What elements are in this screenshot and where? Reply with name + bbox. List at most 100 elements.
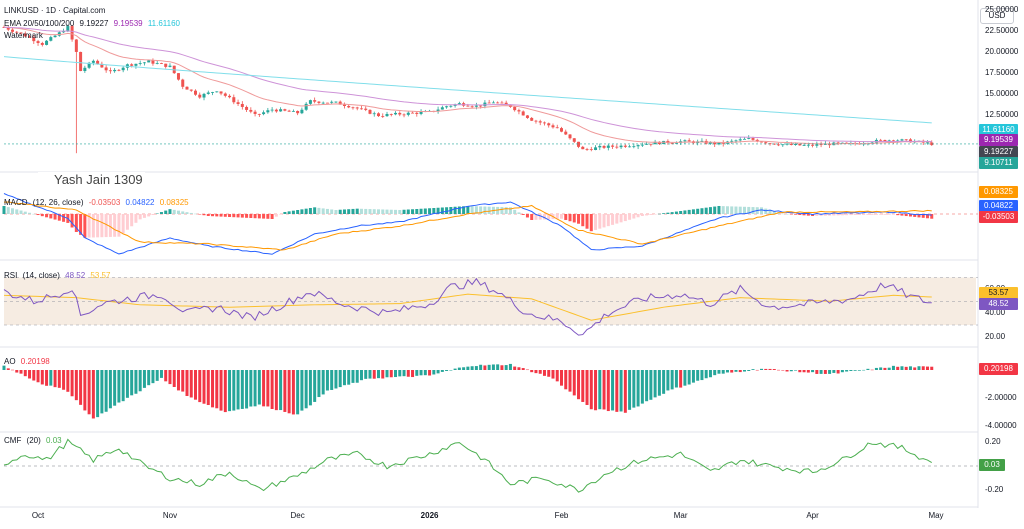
cmf-params: (20) <box>24 436 41 445</box>
ao-bar <box>768 368 772 370</box>
symbol-legend[interactable]: LINKUSD · 1D · Capital.com <box>4 6 108 15</box>
candle-body <box>594 147 598 151</box>
ao-bar <box>496 364 500 370</box>
candle-body <box>717 142 721 145</box>
macd-hist-bar <box>321 208 325 214</box>
rsi-legend[interactable]: RSI (14, close) 48.52 53.57 <box>4 271 113 280</box>
ao-bar <box>653 370 657 398</box>
watermark-legend[interactable]: Watermark <box>4 31 46 40</box>
candle-body <box>645 143 649 145</box>
candle-body <box>189 89 193 91</box>
macd-hist-bar <box>159 212 163 214</box>
watermark-text: Yash Jain 1309 <box>38 172 145 187</box>
macd-hist-bar <box>2 206 6 214</box>
macd-hist-bar <box>598 214 602 229</box>
candle-body <box>794 143 798 145</box>
candle-body <box>496 102 500 104</box>
ao-bar <box>151 370 155 384</box>
rsi-line <box>3 277 932 336</box>
ao-bar <box>500 365 504 370</box>
candle-body <box>155 63 159 64</box>
rsi-ma-value: 53.57 <box>90 271 111 280</box>
ao-bar <box>581 370 585 402</box>
macd-hist-bar <box>772 211 776 214</box>
macd-hist-bar <box>725 206 729 214</box>
macd-hist-bar <box>266 214 270 219</box>
ao-bar <box>351 370 355 383</box>
ao-bar <box>45 370 49 386</box>
macd-hist-bar <box>104 214 108 238</box>
ema-legend[interactable]: EMA 20/50/100/200 9.19227 9.19539 11.611… <box>4 19 183 28</box>
ao-bar <box>887 367 891 370</box>
macd-hist-bar <box>683 210 687 214</box>
candle-body <box>798 143 802 146</box>
ao-bar <box>904 366 908 370</box>
macd-hist-bar <box>45 214 49 218</box>
macd-hist-bar <box>389 209 393 214</box>
macd-hist-value: -0.03503 <box>88 198 121 207</box>
candle-body <box>896 140 900 142</box>
ao-bar <box>721 370 725 374</box>
ao-bar <box>211 370 215 408</box>
macd-legend[interactable]: MACD (12, 26, close) -0.03503 0.04822 0.… <box>4 198 192 207</box>
candle-body <box>398 112 402 115</box>
macd-hist-bar <box>36 214 40 216</box>
candle-body <box>300 109 304 114</box>
ao-bar <box>321 370 325 395</box>
ao-bar <box>819 370 823 374</box>
macd-hist-bar <box>891 214 895 215</box>
macd-hist-bar <box>155 213 159 214</box>
candle-body <box>470 106 474 108</box>
candle-body <box>513 106 517 111</box>
ao-bar <box>466 366 470 370</box>
macd-hist-bar <box>394 209 398 214</box>
macd-hist-bar <box>564 214 568 220</box>
macd-hist-bar <box>708 207 712 214</box>
ao-bar <box>32 370 36 381</box>
currency-button[interactable]: USD <box>980 8 1014 24</box>
macd-hist-bar <box>74 214 78 232</box>
macd-hist-bar <box>445 207 449 214</box>
candle-body <box>628 146 632 148</box>
macd-hist-bar <box>257 214 261 219</box>
ao-legend[interactable]: AO 0.20198 <box>4 357 53 366</box>
candle-body <box>632 146 636 148</box>
macd-hist-bar <box>781 213 785 215</box>
candle-body <box>202 93 206 98</box>
ao-bar <box>304 370 308 409</box>
ao-bar <box>662 370 666 394</box>
cmf-legend[interactable]: CMF (20) 0.03 <box>4 436 65 445</box>
candle-body <box>304 103 308 110</box>
macd-hist-bar <box>70 214 74 228</box>
candle-body <box>811 144 815 146</box>
macd-line-value: 0.04822 <box>125 198 155 207</box>
ao-bar <box>679 370 683 388</box>
ao-bar <box>815 370 819 374</box>
macd-hist-bar <box>572 214 576 223</box>
macd-hist-bar <box>517 212 521 214</box>
ao-bar <box>189 370 193 398</box>
candle-body <box>785 143 789 145</box>
macd-hist-bar <box>479 206 483 214</box>
macd-hist-bar <box>283 212 287 214</box>
candle-body <box>734 140 738 142</box>
macd-hist-bar <box>704 207 708 214</box>
candle-body <box>274 109 278 112</box>
macd-hist-bar <box>823 214 827 216</box>
ao-bar <box>772 369 776 370</box>
ao-bar <box>104 370 108 412</box>
candle-body <box>802 145 806 146</box>
ao-bar <box>236 370 240 410</box>
ao-bar <box>330 370 334 390</box>
macd-hist-bar <box>845 214 849 216</box>
candle-body <box>819 144 823 146</box>
ao-bar <box>649 370 653 400</box>
ao-bar <box>168 370 172 385</box>
ema-20-value: 9.19227 <box>79 19 109 28</box>
ao-title: AO <box>4 357 16 366</box>
candle-body <box>683 140 687 142</box>
macd-hist-bar <box>96 214 100 238</box>
time-axis-label: May <box>928 511 943 520</box>
